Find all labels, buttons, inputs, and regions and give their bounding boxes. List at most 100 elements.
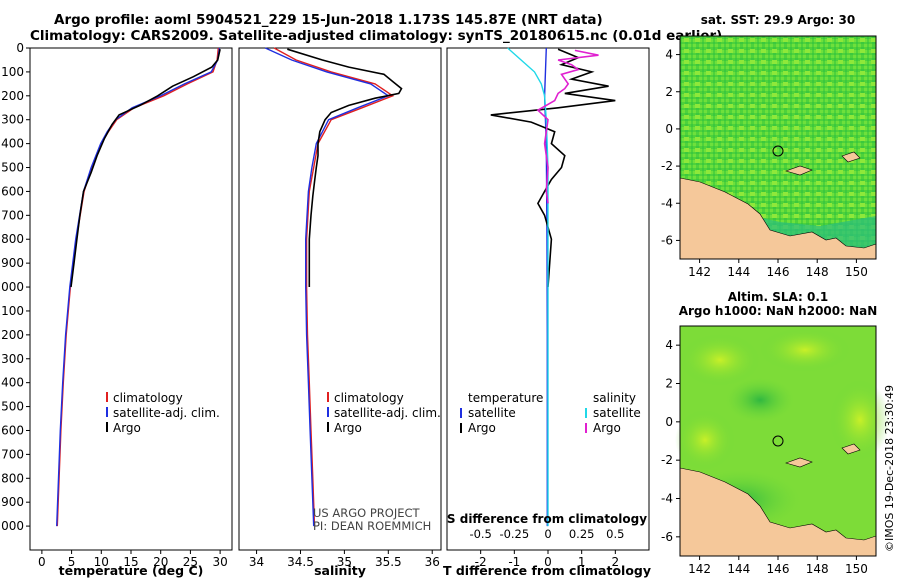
sst-map-panel: sat. SST: 29.9 Argo: 30 142 144 146 148 150 …: [661, 13, 877, 279]
x2-tick-label: -0.25: [499, 527, 529, 541]
x-tick-label: 35.5: [375, 555, 402, 569]
series-line-satellite-adj-clim-: [265, 47, 390, 527]
x-tick-label: 0: [544, 555, 552, 569]
lat-tick-label: 2: [665, 85, 673, 99]
legend-label-argo: Argo: [334, 421, 362, 435]
lat-tick-label: 0: [665, 122, 673, 136]
lat-tick-label: -2: [661, 159, 673, 173]
series-line-salinity-argo: [536, 49, 599, 204]
lon-tick-label: 148: [806, 265, 829, 279]
lon-tick-label: 150: [845, 265, 868, 279]
legend-label-sal-satellite: satellite: [593, 406, 641, 420]
legend-label-sal-argo: Argo: [593, 421, 621, 435]
sla-map-island: [841, 443, 861, 455]
salinity-axes: [238, 47, 442, 551]
series-line-satellite-adj-clim-: [56, 47, 221, 527]
x-tick-label: 5: [68, 555, 76, 569]
credit-text: US ARGO PROJECT: [313, 506, 421, 520]
legend-label-argo: Argo: [113, 421, 141, 435]
pi-text: PI: DEAN ROEMMICH: [313, 519, 431, 533]
lon-tick-label: 142: [688, 562, 711, 576]
lon-tick-label: 150: [845, 562, 868, 576]
sla-map-title-2: Argo h1000: NaN h2000: NaN: [679, 304, 878, 318]
salinity-legend: climatology satellite-adj. clim. Argo: [327, 391, 441, 435]
sst-float-marker: [772, 145, 784, 157]
x-tick-label: 25: [183, 555, 198, 569]
lat-tick-label: 4: [665, 48, 673, 62]
depth-tick-labels: 0 100 200 300 400 500 600 700 800 900 1000 1100 1200…: [0, 41, 30, 533]
lon-tick-label: 144: [727, 562, 750, 576]
x-tick-label: 1: [578, 555, 586, 569]
legend-label-satellite: satellite-adj. clim.: [113, 406, 220, 420]
y-tick-label: 500: [1, 161, 24, 175]
y-tick-label: 200: [1, 89, 24, 103]
salinity-lines: [265, 47, 403, 527]
series-line-salinity-satellite: [507, 47, 549, 527]
t-difference-xlabel: T difference from climatology: [443, 563, 651, 578]
lon-tick-label: 142: [688, 265, 711, 279]
sla-map-high-anomaly: [760, 328, 850, 372]
lon-tick-label: 146: [767, 562, 790, 576]
lat-tick-label: -6: [661, 530, 673, 544]
y-tick-label: 800: [1, 232, 24, 246]
s-difference-xlabel: S difference from climatology: [447, 512, 647, 526]
y-tick-label: 0: [16, 41, 24, 55]
x-tick-label: -2: [475, 555, 487, 569]
salinity-tick-labels: 34 34.5 35 35.5 36: [249, 550, 440, 569]
series-line-argo: [70, 49, 221, 288]
y-tick-label: 1900: [0, 495, 24, 509]
sst-map-island: [785, 165, 813, 176]
sla-map-high-anomaly: [830, 380, 890, 460]
y-tick-label: 100: [1, 65, 24, 79]
salinity-xlabel: salinity: [314, 563, 366, 578]
x2-tick-label: 0.25: [569, 527, 595, 541]
legend-label-satellite: satellite-adj. clim.: [334, 406, 441, 420]
temperature-axes: [29, 47, 233, 551]
x-tick-label: 2: [612, 555, 620, 569]
sla-map-high-anomaly: [675, 410, 735, 470]
sla-map-panel: Altim. SLA: 0.1 Argo h1000: NaN h2000: N…: [661, 290, 890, 576]
sla-map-low-anomaly: [726, 378, 794, 422]
y-tick-label: 2000: [0, 519, 24, 533]
watermark: ©IMOS 19-Dec-2018 23:30:49: [883, 385, 896, 552]
y-tick-label: 1600: [0, 423, 24, 437]
temperature-lines: [56, 47, 221, 527]
lon-tick-label: 144: [727, 265, 750, 279]
t-difference-tick-labels: -2 -1 0 1 2: [475, 550, 619, 569]
x-tick-label: 15: [123, 555, 138, 569]
legend-label-temp-argo: Argo: [468, 421, 496, 435]
y-tick-label: 1100: [0, 304, 24, 318]
x-tick-label: 20: [153, 555, 168, 569]
sst-map-latitude-labels: 4 2 0 -2 -4 -6: [661, 48, 680, 247]
lat-tick-label: -4: [661, 196, 673, 210]
sst-map-longitude-labels: 142 144 146 148 150: [688, 259, 868, 279]
sla-map-title-1: Altim. SLA: 0.1: [728, 290, 829, 304]
sla-map-high-anomaly: [680, 334, 760, 386]
x-tick-label: 35: [337, 555, 352, 569]
y-tick-label: 1700: [0, 447, 24, 461]
difference-lines: [490, 47, 616, 527]
lat-tick-label: 2: [665, 377, 673, 391]
legend-heading-temperature: temperature: [468, 391, 543, 405]
x-tick-label: 10: [94, 555, 109, 569]
x2-tick-label: 0.5: [606, 527, 624, 541]
sst-map-title: sat. SST: 29.9 Argo: 30: [701, 13, 855, 27]
legend-heading-salinity: salinity: [593, 391, 636, 405]
salinity-panel: 34 34.5 35 35.5 36 climatology satellite-adj…: [238, 47, 442, 578]
header-line-2: Climatology: CARS2009. Satellite-adjuste…: [30, 28, 723, 44]
x-tick-label: -1: [508, 555, 520, 569]
series-line-climatology: [273, 47, 395, 527]
y-tick-label: 1000: [0, 280, 24, 294]
y-tick-label: 1800: [0, 471, 24, 485]
sla-map-island: [785, 457, 813, 468]
x-tick-label: 34: [249, 555, 264, 569]
sla-map-longitude-labels: 142 144 146 148 150: [688, 556, 868, 576]
legend-label-climatology: climatology: [334, 391, 404, 405]
sla-float-marker: [772, 435, 784, 447]
difference-legend: temperature satellite Argo salinity sate…: [460, 391, 641, 435]
y-tick-label: 300: [1, 113, 24, 127]
y-tick-label: 700: [1, 208, 24, 222]
temperature-xlabel: temperature (deg C): [59, 563, 204, 578]
y-tick-label: 1200: [0, 328, 24, 342]
